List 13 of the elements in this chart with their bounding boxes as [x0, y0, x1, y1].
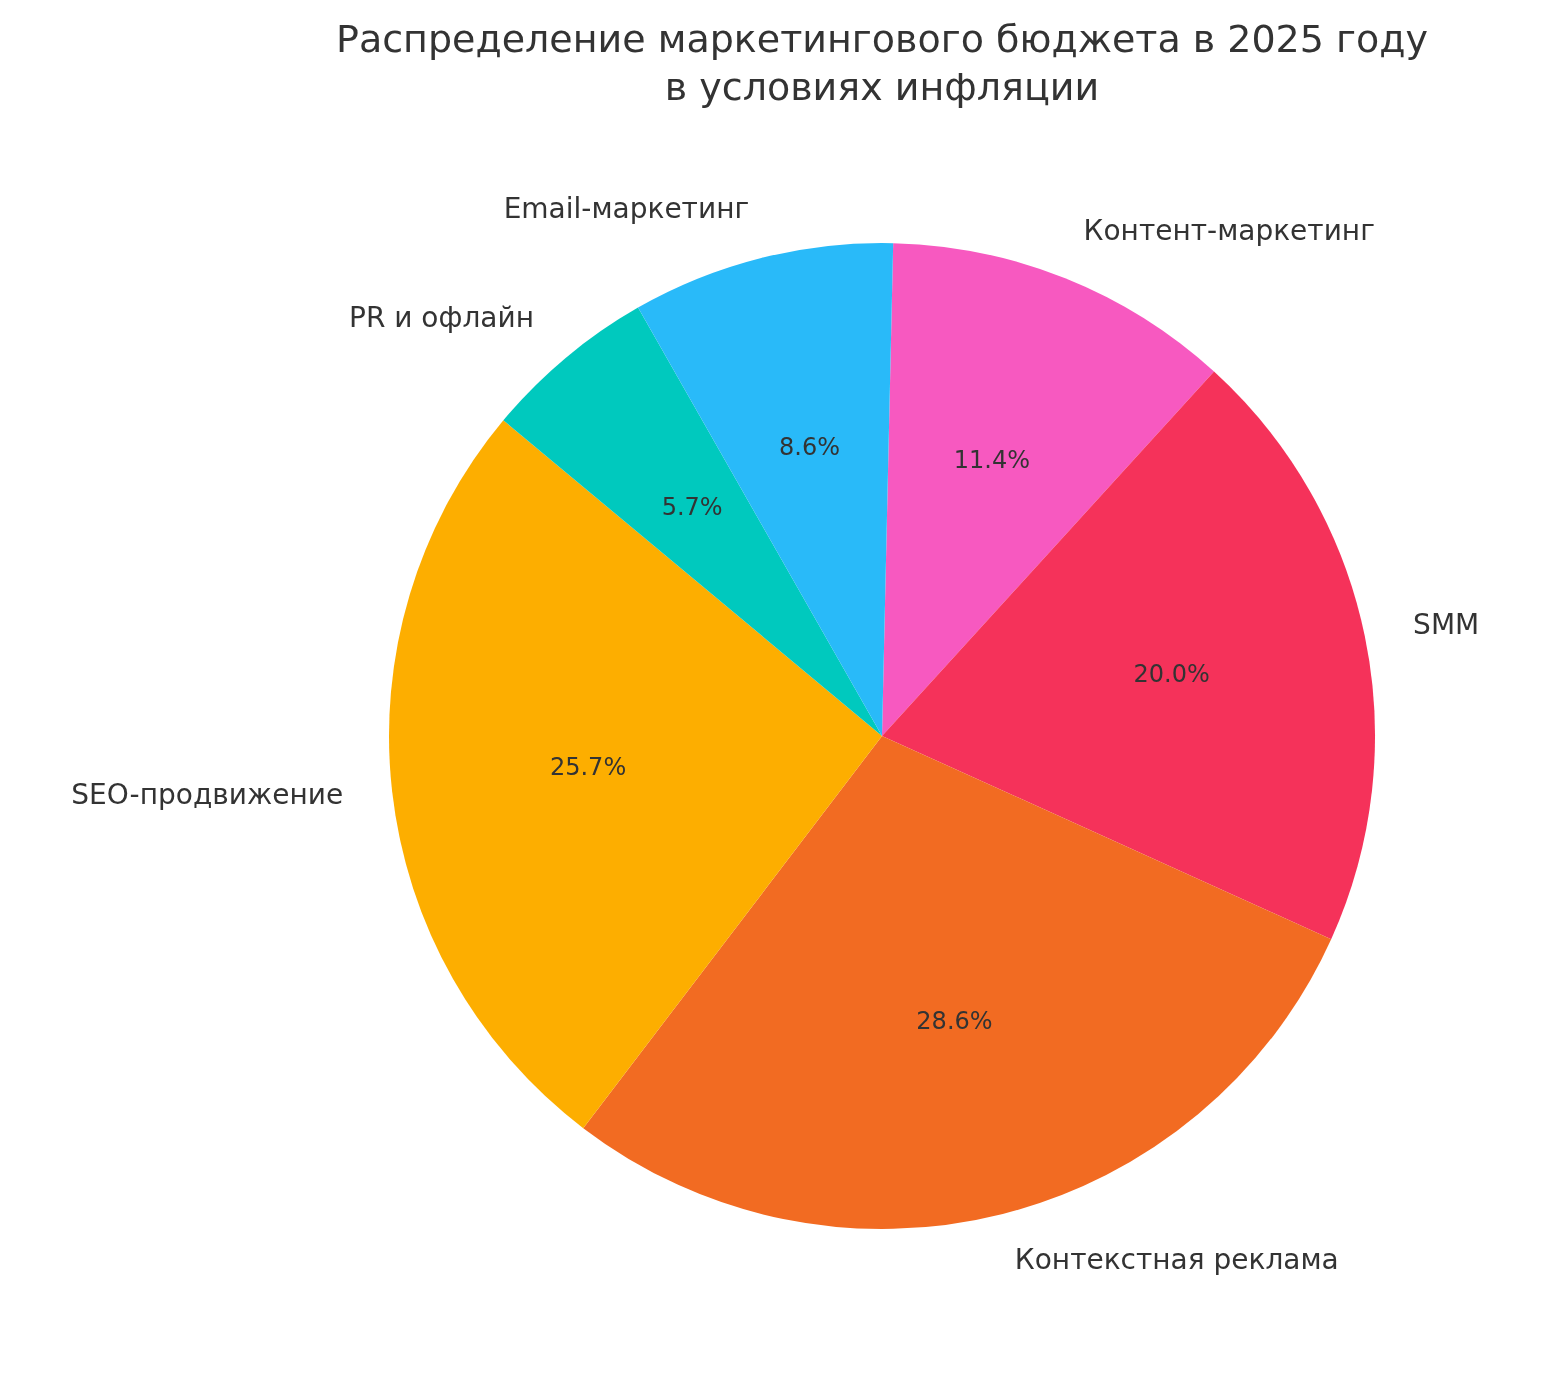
- slice-label: Email-маркетинг: [503, 191, 750, 225]
- data-label: 25.7%: [549, 753, 627, 782]
- slice-label: SEO-продвижение: [71, 778, 344, 812]
- data-label: 11.4%: [953, 445, 1031, 474]
- slice-label: Контекстная реклама: [1014, 1243, 1339, 1277]
- slice-label: Контент-маркетинг: [1083, 213, 1375, 247]
- data-label: 20.0%: [1133, 660, 1210, 689]
- data-label: 5.7%: [661, 493, 723, 522]
- slice-label: SMM: [1413, 607, 1480, 641]
- data-label: 28.6%: [916, 1007, 993, 1036]
- chart-title: Распределение маркетингового бюджета в 2025 году в условиях инфляции: [335, 16, 1429, 109]
- slice-label: PR и офлайн: [349, 301, 534, 335]
- data-label: 8.6%: [779, 433, 841, 462]
